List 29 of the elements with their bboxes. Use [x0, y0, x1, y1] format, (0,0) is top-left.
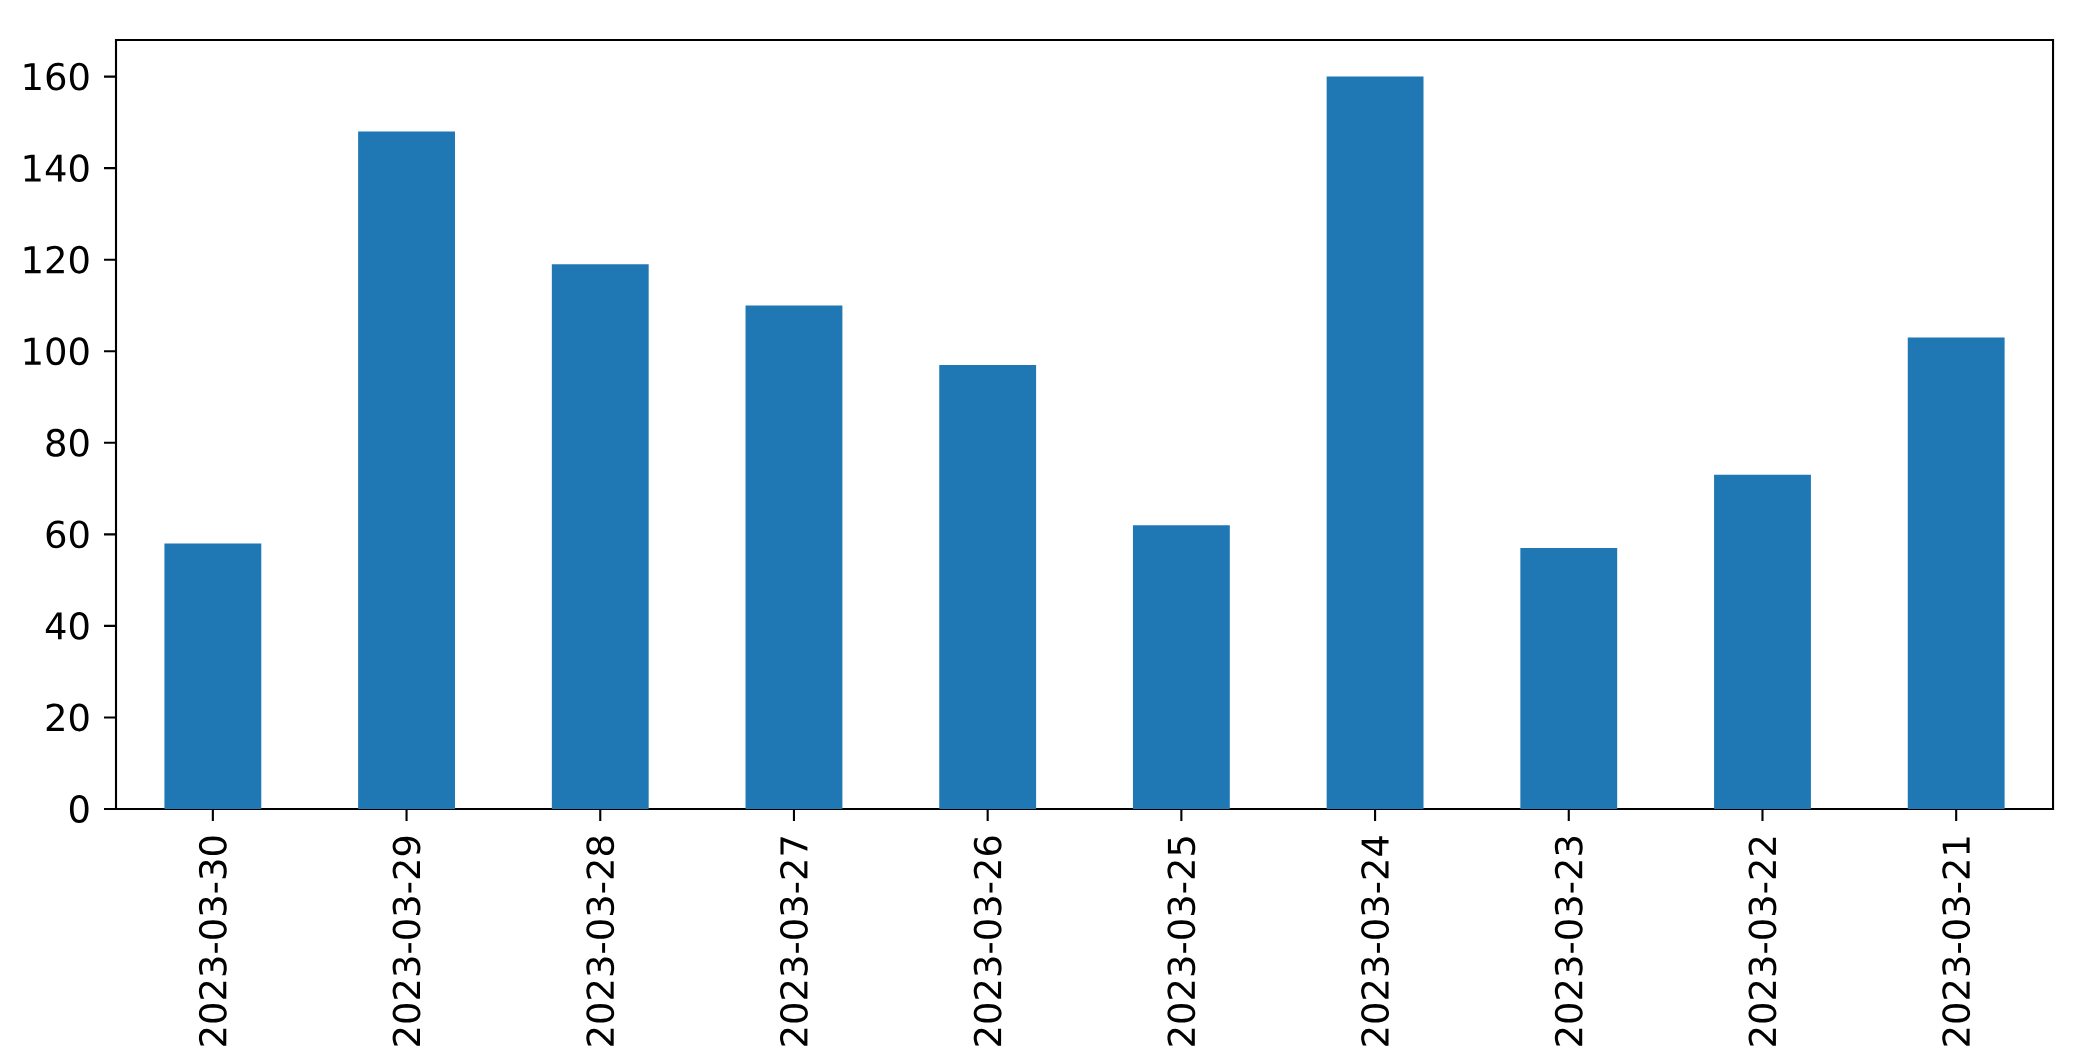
y-tick-label: 120 [24, 245, 89, 274]
x-tick-label: 2023-03-28 [586, 836, 615, 1046]
y-tick-label: 100 [24, 337, 89, 366]
bar [939, 365, 1037, 810]
bar [1132, 525, 1230, 810]
x-tick-label: 2023-03-26 [973, 836, 1002, 1046]
x-tick-label: 2023-03-25 [1167, 837, 1196, 1046]
bar [551, 264, 649, 810]
x-tick-label: 2023-03-23 [1554, 837, 1583, 1046]
y-tick-label: 160 [24, 62, 89, 91]
y-tick-label: 40 [45, 611, 89, 640]
y-tick-label: 80 [46, 428, 89, 457]
x-tick-label: 2023-03-29 [392, 836, 421, 1046]
x-tick-label: 2023-03-30 [198, 836, 227, 1046]
bar [1520, 548, 1618, 810]
bar [745, 305, 843, 810]
bar [358, 131, 455, 810]
bar [1326, 76, 1424, 810]
y-tick-label: 140 [24, 154, 89, 183]
x-tick-label: 2023-03-27 [780, 837, 808, 1046]
bar [164, 543, 262, 810]
bar [1714, 474, 1811, 810]
x-tick-label: 2023-03-21 [1942, 837, 1971, 1046]
y-tick-label: 0 [69, 795, 89, 823]
x-tick-label: 2023-03-22 [1748, 837, 1777, 1046]
y-tick-label: 20 [46, 703, 89, 732]
y-tick-label: 60 [46, 520, 89, 549]
bar [1907, 337, 2005, 810]
x-tick-label: 2023-03-24 [1361, 836, 1389, 1046]
